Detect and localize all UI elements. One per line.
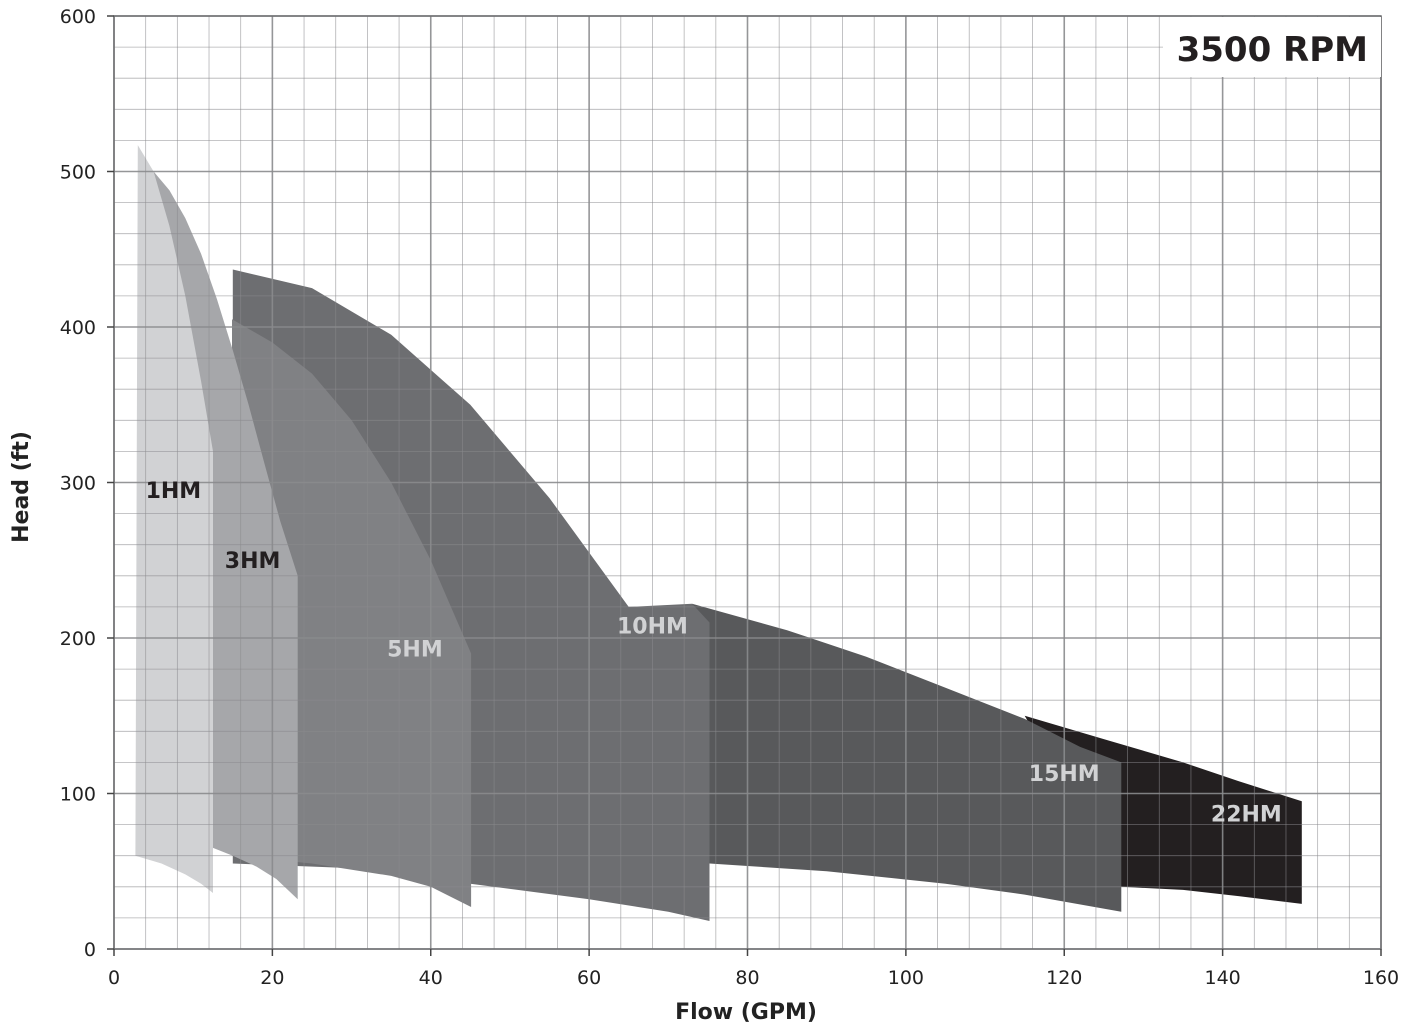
region-label-15hm: 15HM (1029, 762, 1100, 787)
y-tick-label: 400 (60, 317, 96, 339)
rpm-box (1163, 17, 1381, 77)
x-tick-label: 160 (1363, 967, 1399, 989)
x-tick-label: 120 (1046, 967, 1082, 989)
x-tick-label: 140 (1204, 967, 1240, 989)
y-tick-label: 100 (60, 784, 96, 806)
x-axis-title: Flow (GPM) (675, 1000, 817, 1025)
region-1hm (135, 145, 213, 894)
y-tick-label: 500 (60, 162, 96, 184)
chart-grid (113, 15, 1382, 950)
y-tick-label: 200 (60, 628, 96, 650)
y-tick-label: 600 (60, 6, 96, 28)
x-tick-label: 0 (108, 967, 120, 989)
chart-axes: 0 20 40 60 80 100 120 140 160 0 100 200 300 400 500 600 (60, 6, 1399, 989)
x-tick-label: 60 (577, 967, 601, 989)
x-tick-label: 40 (419, 967, 443, 989)
region-15hm (692, 603, 1122, 912)
y-tick-label: 300 (60, 473, 96, 495)
region-label-1hm: 1HM (146, 479, 202, 504)
region-label-22hm: 22HM (1211, 802, 1282, 827)
y-axis-title: Head (ft) (9, 431, 34, 543)
region-label-10hm: 10HM (617, 614, 688, 639)
x-tick-label: 80 (735, 967, 759, 989)
chart-title: 3500 RPM (1177, 30, 1368, 70)
region-label-5hm: 5HM (387, 638, 443, 663)
x-tick-label: 100 (888, 967, 924, 989)
y-tick-label: 0 (84, 939, 96, 961)
region-label-3hm: 3HM (225, 549, 281, 574)
region-labels: 1HM 3HM 5HM 10HM 15HM 22HM (146, 479, 1282, 827)
x-tick-label: 20 (260, 967, 284, 989)
pump-regions (135, 145, 1302, 921)
